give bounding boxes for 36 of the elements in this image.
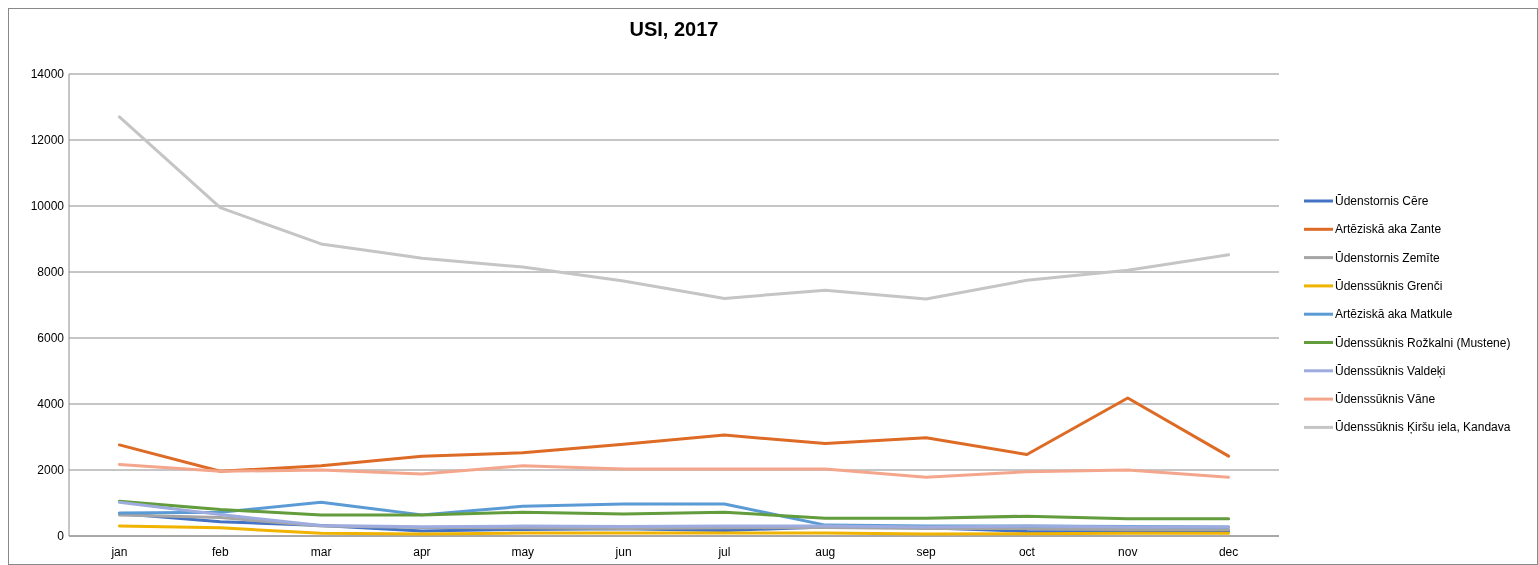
legend-label: Ūdenstornis Cēre	[1335, 194, 1429, 208]
x-tick-label: jul	[717, 545, 731, 559]
x-tick-label: sep	[916, 545, 937, 559]
line-series	[117, 115, 1231, 301]
y-tick-label: 12000	[30, 133, 65, 147]
x-tick-label: dec	[1218, 545, 1239, 559]
line-series	[117, 499, 1231, 521]
x-tick-label: jun	[614, 545, 632, 559]
legend-label: Ūdenstornis Zemīte	[1335, 250, 1441, 265]
line-series	[117, 462, 1231, 479]
x-tick-label: oct	[1018, 545, 1036, 559]
legend-label: Ūdenssūknis Rožkalni (Mustene)	[1335, 335, 1511, 350]
y-tick-label: 4000	[37, 397, 65, 411]
y-tick-label: 14000	[30, 67, 65, 81]
x-tick-label: aug	[815, 545, 836, 559]
x-tick-label: feb	[211, 545, 229, 559]
y-tick-label: 6000	[37, 331, 65, 345]
y-tick-label: 8000	[37, 265, 65, 279]
x-tick-label: jan	[110, 545, 128, 559]
line-series	[117, 524, 1231, 536]
y-tick-label: 10000	[30, 199, 65, 213]
legend-label: Ūdenssūknis Ķiršu iela, Kandava	[1335, 420, 1511, 435]
legend-label: Ūdenssūknis Grenči	[1335, 278, 1443, 293]
legend-label: Artēziskā aka Zante	[1335, 222, 1442, 237]
legend-label: Artēziskā aka Matkule	[1335, 307, 1453, 322]
legend-label: Ūdenssūknis Valdeķi	[1335, 363, 1446, 378]
x-tick-label: may	[511, 545, 535, 559]
y-tick-label: 0	[57, 529, 65, 543]
chart-title: USI, 2017	[629, 18, 719, 40]
y-tick-label: 2000	[37, 463, 65, 477]
line-series	[117, 500, 1231, 529]
legend-label: Ūdenssūknis Vāne	[1335, 392, 1436, 407]
line-series	[117, 396, 1231, 473]
x-tick-label: mar	[310, 545, 332, 559]
x-tick-label: nov	[1118, 545, 1138, 559]
x-tick-label: apr	[413, 545, 431, 559]
